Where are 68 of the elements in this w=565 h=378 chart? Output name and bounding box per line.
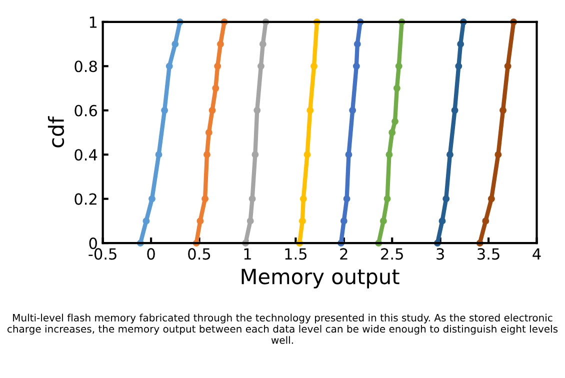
x-tick-label: 2.5 — [381, 248, 403, 260]
x-tick-label: 0 — [147, 248, 155, 260]
y-tick-label: 0 — [89, 238, 97, 250]
x-tick-label: 2 — [340, 248, 348, 260]
y-tick-label: 0.8 — [74, 60, 97, 72]
point — [345, 151, 352, 158]
point — [217, 40, 224, 48]
point — [354, 40, 361, 48]
point — [352, 62, 360, 70]
y-tick-label: 0.6 — [74, 104, 98, 116]
x-tick-label: 3 — [436, 248, 444, 260]
point — [254, 106, 261, 114]
point — [384, 195, 391, 202]
point — [298, 217, 306, 224]
point — [380, 217, 387, 224]
point — [257, 62, 264, 70]
point — [204, 151, 210, 158]
point — [494, 151, 502, 158]
point — [386, 151, 393, 158]
x-tick-label: 3.5 — [478, 248, 500, 260]
point — [457, 40, 464, 48]
point — [172, 40, 179, 48]
point — [246, 217, 254, 224]
point — [214, 62, 222, 70]
x-tick-label: 1 — [244, 248, 251, 260]
point — [451, 106, 458, 114]
point — [142, 217, 150, 224]
point — [300, 195, 307, 202]
point — [438, 217, 446, 224]
point — [310, 62, 318, 70]
x-tick-label: 0.5 — [188, 248, 210, 260]
point — [155, 151, 162, 158]
point — [306, 106, 314, 114]
point — [349, 106, 356, 114]
point — [482, 217, 490, 224]
point — [161, 106, 168, 114]
point — [393, 84, 400, 92]
point — [340, 217, 348, 224]
point — [343, 195, 350, 202]
point — [202, 195, 209, 202]
point — [395, 62, 402, 70]
text: Multi-level flash memory fabricated through the technology presented in this study. As the stored electronic charge increases, the memory output between each data level can be wide enough to distinguish eight levels well. — [7, 314, 558, 344]
point — [504, 62, 512, 70]
x-tick-label: 4 — [532, 248, 541, 260]
point — [304, 151, 311, 158]
y-tick-label: 0.4 — [74, 149, 98, 161]
point — [212, 84, 220, 92]
point — [196, 217, 204, 224]
point — [442, 195, 450, 202]
y-axis-title: cdf — [48, 116, 64, 148]
point — [248, 195, 256, 202]
point — [208, 106, 216, 114]
point — [392, 118, 398, 125]
point — [148, 195, 156, 202]
point — [388, 129, 396, 136]
y-tick-label: 0.2 — [74, 193, 96, 205]
point — [166, 62, 173, 70]
x-tick-label: -0.5 — [88, 248, 116, 260]
point — [259, 40, 266, 48]
point — [252, 151, 259, 158]
point — [205, 129, 212, 136]
point — [500, 106, 506, 114]
point — [446, 151, 454, 158]
x-tick-label: 1.5 — [285, 248, 306, 260]
x-axis-title: Memory output — [242, 268, 400, 288]
y-tick-label: 1 — [90, 16, 97, 28]
point — [488, 195, 495, 202]
point — [455, 62, 462, 70]
